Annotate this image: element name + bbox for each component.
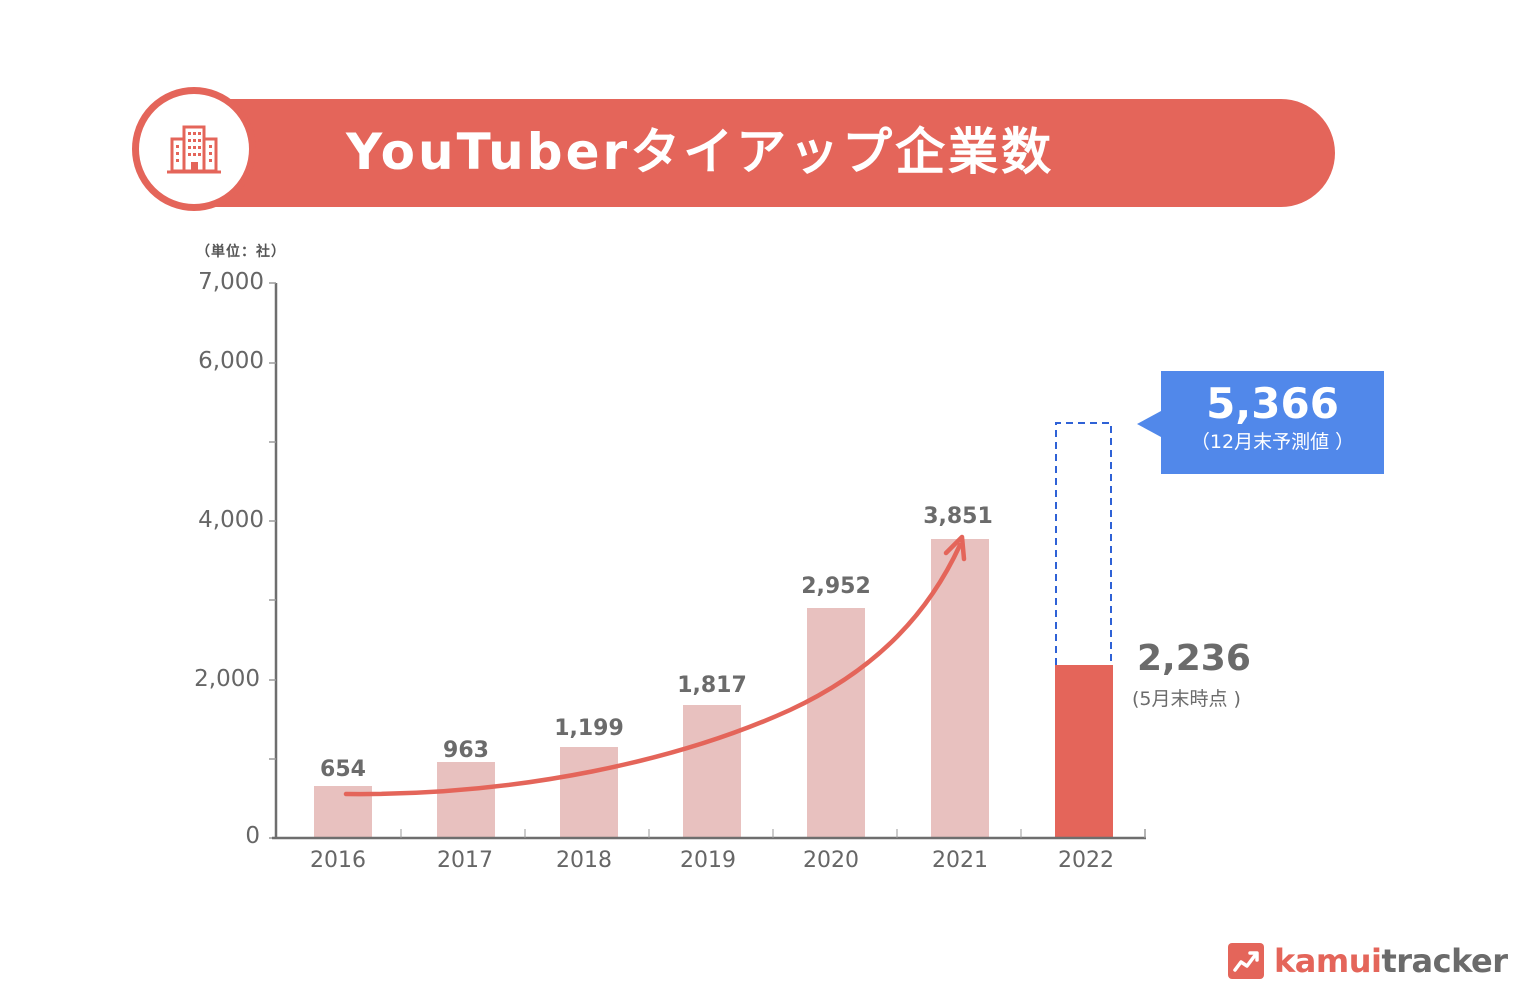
trend-arrow-head-icon [943, 534, 967, 562]
value-label-2017: 963 [443, 738, 489, 763]
x-tick-label-2022: 2022 [1058, 848, 1114, 873]
bar-2022-current [1055, 665, 1113, 838]
y-tick-label: 0 [245, 823, 260, 849]
trend-arrow [343, 542, 963, 797]
y-tick-label: 2,000 [194, 666, 260, 692]
building-icon [167, 125, 221, 174]
unit-label: （単位：社） [196, 244, 286, 260]
logo-text-tracker: tracker [1381, 942, 1508, 980]
forecast-value: 5,366 [1206, 379, 1339, 428]
title-banner [200, 99, 1335, 207]
bar-2021 [931, 539, 989, 838]
chart-title: YouTuberタイアップ企業数 [346, 123, 1055, 181]
x-tick-label-2019: 2019 [680, 848, 736, 873]
title-icon-badge [132, 87, 256, 211]
value-label-2021: 3,851 [923, 504, 993, 529]
logo-text-kamui: kamui [1274, 942, 1382, 980]
forecast-callout: 5,366 （12月末予測値 ） [1137, 371, 1384, 474]
kamuitracker-logo: kamuitracker [1228, 942, 1508, 980]
bar-2019 [683, 705, 741, 838]
x-tick-label-2018: 2018 [556, 848, 612, 873]
current-note: (5月末時点 ) [1132, 688, 1241, 710]
current-value: 2,236 [1137, 638, 1251, 679]
y-tick-label: 4,000 [198, 507, 264, 533]
x-tick-label-2020: 2020 [803, 848, 859, 873]
x-tick-label-2021: 2021 [932, 848, 988, 873]
bar-2022-forecast-outline [1055, 422, 1112, 665]
value-label-2019: 1,817 [677, 673, 747, 698]
value-label-2018: 1,199 [554, 716, 624, 741]
bar-2017 [437, 762, 495, 838]
value-label-2016: 654 [320, 757, 366, 782]
y-tick-label: 6,000 [198, 348, 264, 374]
x-tick-label-2017: 2017 [437, 848, 493, 873]
y-tick-label: 7,000 [198, 269, 264, 295]
bar-2020 [807, 608, 865, 838]
value-label-2020: 2,952 [801, 574, 871, 599]
x-tick-label-2016: 2016 [310, 848, 366, 873]
trend-up-icon [1228, 943, 1264, 979]
forecast-note: （12月末予測値 ） [1190, 431, 1355, 453]
bar-2018 [560, 747, 618, 838]
